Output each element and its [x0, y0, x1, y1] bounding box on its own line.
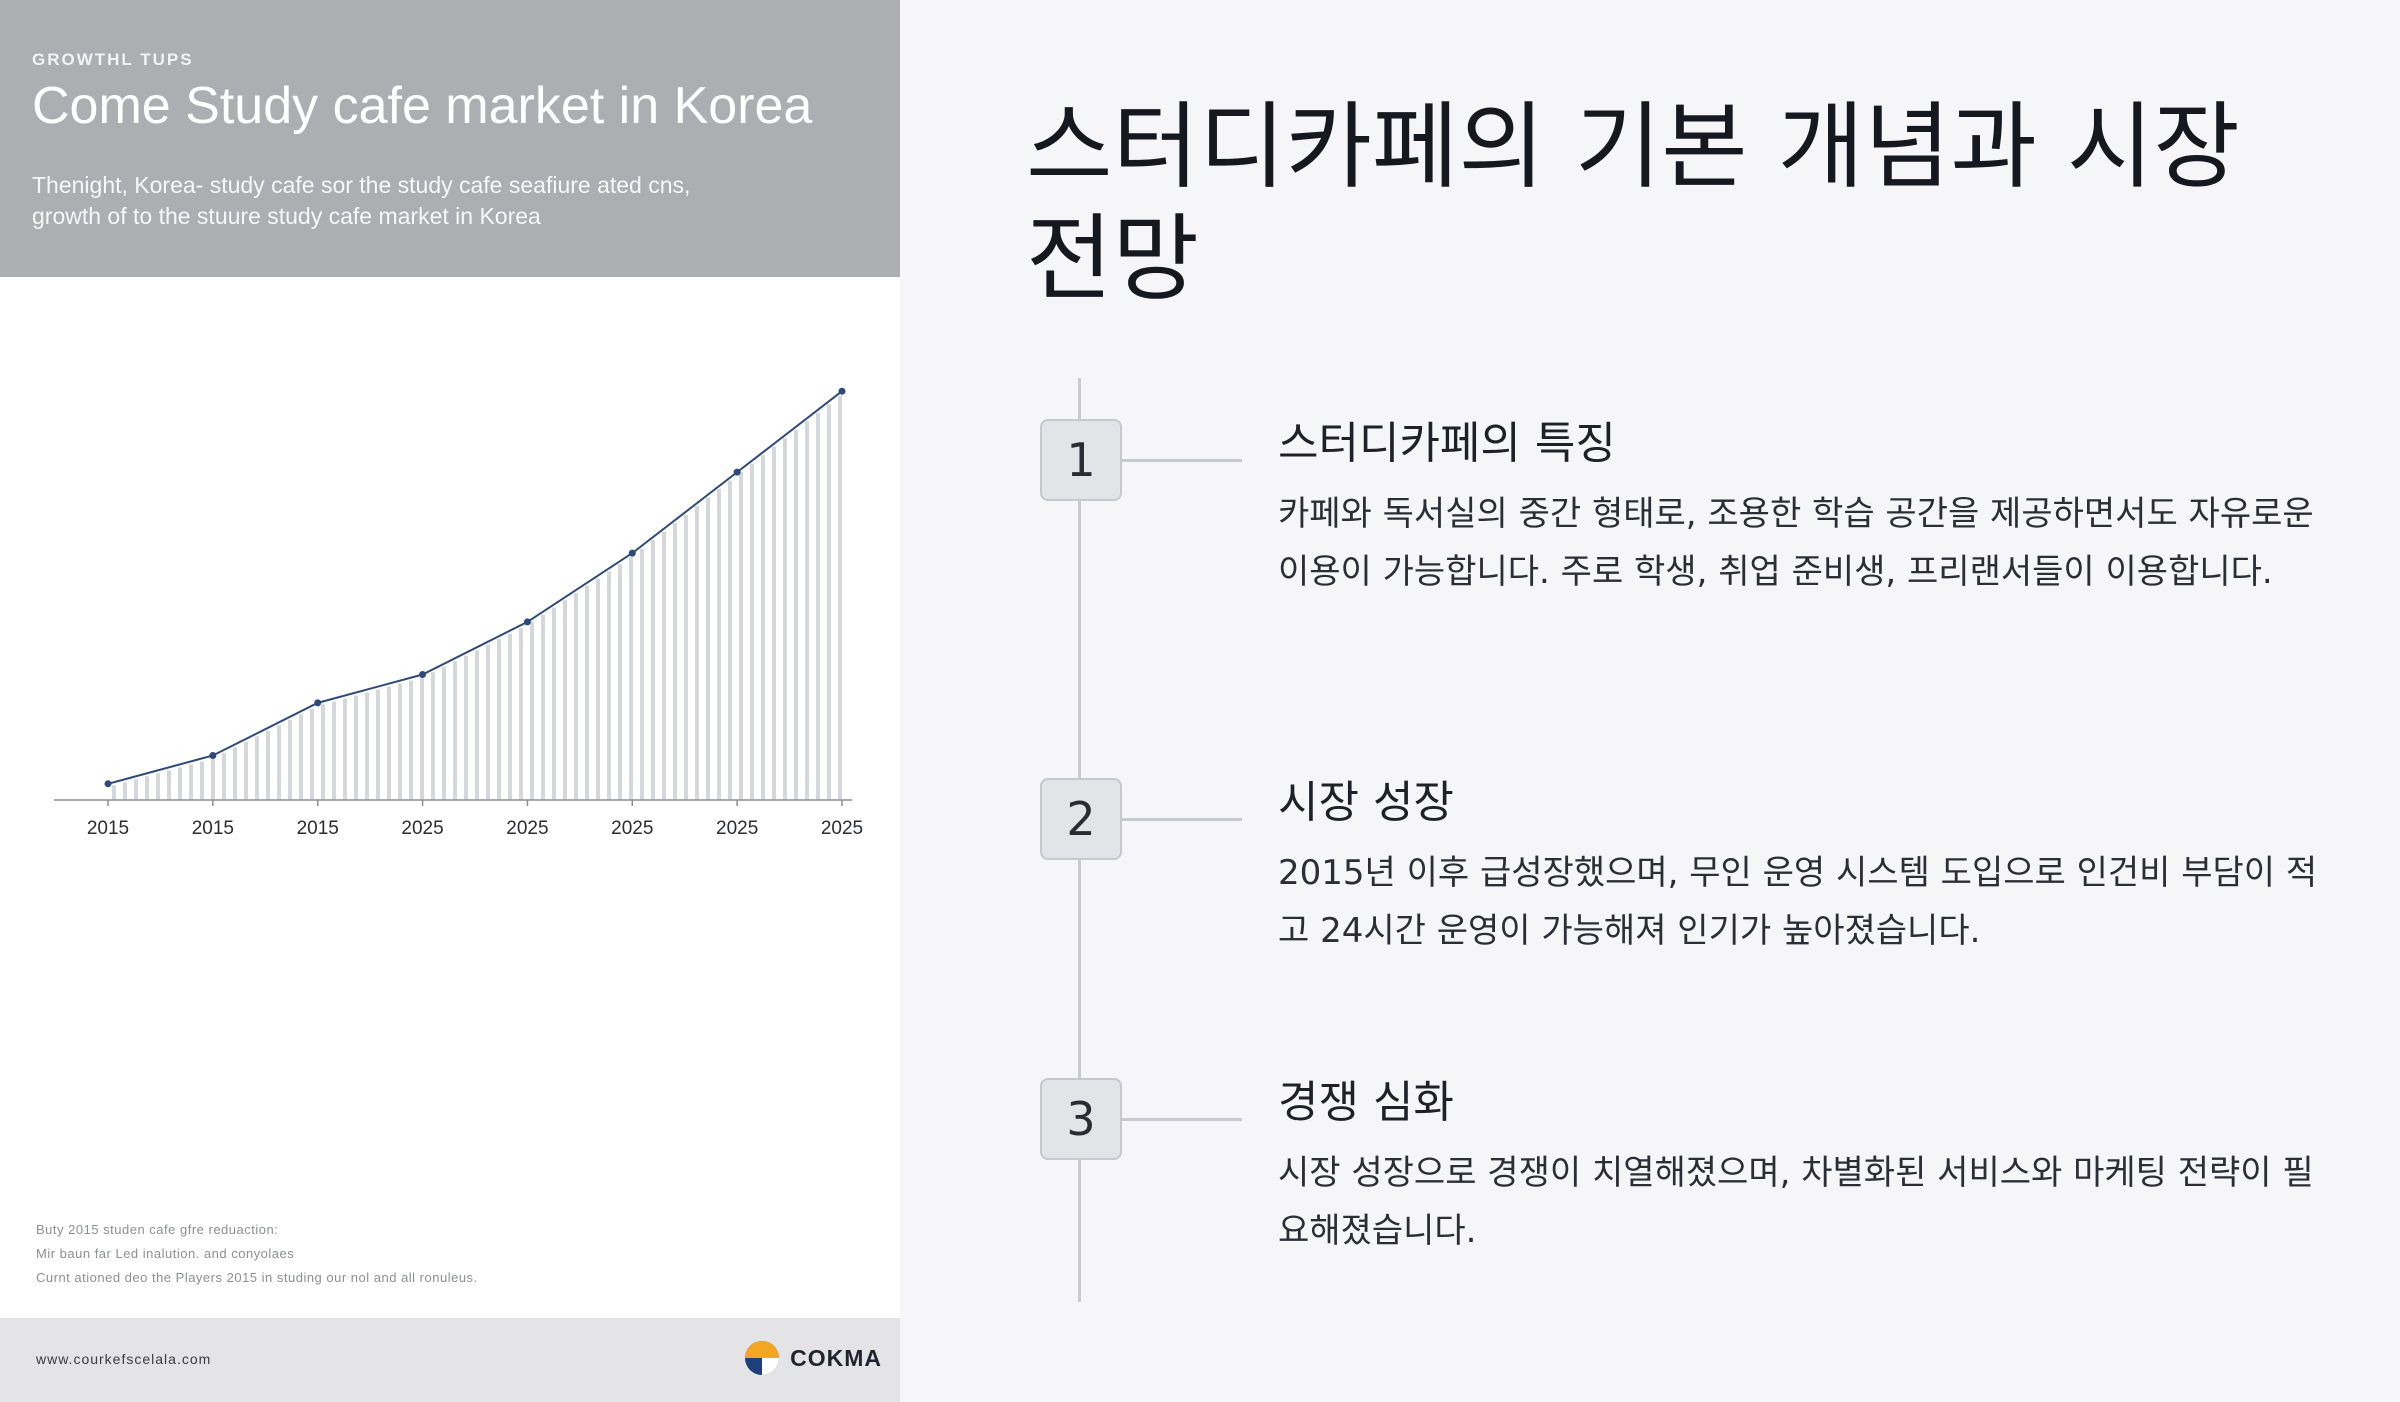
data-point — [628, 549, 636, 557]
chart-area-fill — [112, 395, 842, 800]
logo-text: COKMA — [790, 1344, 882, 1371]
left-panel: GROWTHL TUPS Come Study cafe market in K… — [0, 0, 900, 1402]
x-tick-label: 2015 — [87, 818, 129, 839]
brand-logo: COKMA — [744, 1340, 882, 1376]
footer-url: www.courkefscelala.com — [36, 1351, 212, 1367]
step-number-badge: 3 — [1040, 1078, 1122, 1160]
x-tick-label: 2015 — [192, 818, 234, 839]
step-connector — [1122, 459, 1242, 462]
data-point — [419, 671, 427, 679]
logo-mark-icon — [745, 1341, 780, 1375]
page-title: 스터디카페의 기본 개념과 시장 전망 — [1026, 93, 2240, 314]
left-header: GROWTHL TUPS Come Study cafe market in K… — [0, 0, 900, 277]
x-tick-label: 2025 — [611, 818, 653, 839]
step-number-badge: 1 — [1040, 419, 1122, 501]
step-body: 시장 성장으로 경쟁이 치열해졌으며, 차별화된 서비스와 마케팅 전략이 필요… — [1278, 1153, 2314, 1251]
note-line: Buty 2015 studen cafe gfre reduaction: — [36, 1222, 279, 1237]
data-point — [209, 751, 217, 759]
step-body: 카페와 독서실의 중간 형태로, 조용한 학습 공간을 제공하면서도 자유로운 … — [1278, 494, 2314, 592]
x-tick-label: 2025 — [821, 818, 863, 839]
left-subtitle: Thenight, Korea- study cafe sor the stud… — [32, 170, 812, 232]
step-title: 스터디카페의 특징 — [1278, 418, 1616, 469]
growth-line-chart: 2015 2015 2015 2025 2025 2025 2025 2025 — [54, 387, 863, 839]
x-tick-label: 2025 — [506, 818, 548, 839]
step-connector — [1122, 1118, 1242, 1121]
series-line — [107, 390, 843, 785]
chart-notes: Buty 2015 studen cafe gfre reduaction: M… — [36, 1218, 478, 1290]
x-tick-label: 2015 — [297, 818, 339, 839]
data-point — [523, 618, 531, 626]
step-connector — [1122, 818, 1242, 821]
left-title: Come Study cafe market in Korea — [32, 77, 813, 135]
data-point — [838, 387, 846, 395]
x-tick-label: 2025 — [401, 818, 443, 839]
eyebrow-label: GROWTHL TUPS — [32, 50, 194, 69]
note-line: Curnt ationed deo the Players 2015 in st… — [36, 1270, 478, 1285]
step-title: 시장 성장 — [1278, 777, 1454, 828]
data-point — [733, 468, 741, 476]
step-number-badge: 2 — [1040, 778, 1122, 860]
left-footer: www.courkefscelala.com COKMA — [0, 1318, 900, 1402]
left-subtitle-line: Thenight, Korea- study cafe sor the stud… — [32, 172, 691, 198]
data-point — [104, 780, 112, 788]
x-tick-label: 2025 — [716, 818, 758, 839]
data-point — [314, 699, 322, 707]
step-body: 2015년 이후 급성장했으며, 무인 운영 시스템 도입으로 인건비 부담이 … — [1278, 853, 2318, 951]
note-line: Mir baun far Led inalution. and conyolae… — [36, 1246, 295, 1261]
step-title: 경쟁 심화 — [1278, 1077, 1454, 1128]
left-subtitle-line: growth of to the stuure study cafe marke… — [32, 203, 541, 229]
